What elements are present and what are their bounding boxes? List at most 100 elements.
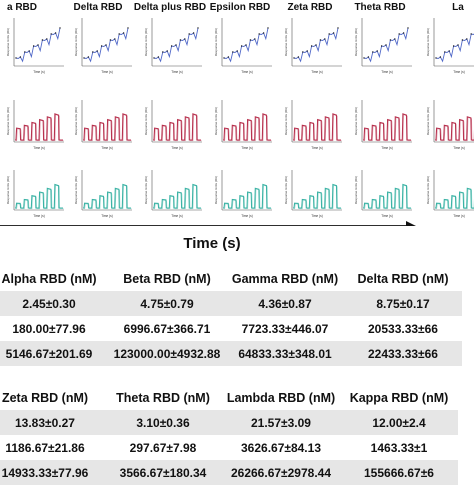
panel-xlabel: Time (s) <box>311 146 323 150</box>
sensorgram-point <box>192 32 195 34</box>
table-cell: 22433.33±66 <box>344 341 462 366</box>
panel-ylabel: Response Units (RU) <box>426 107 430 135</box>
panel-xlabel: Time (s) <box>453 214 465 218</box>
sensorgram-point <box>461 39 464 41</box>
sensorgram-point <box>319 39 322 41</box>
sensorgram-trace-middle <box>223 113 271 141</box>
table-1-header: Gamma RBD (nM) <box>231 271 339 286</box>
sensorgram-point <box>302 51 304 53</box>
table-1-header: Beta RBD (nM) <box>123 271 211 286</box>
sensorgram-point <box>310 45 313 47</box>
panel-xlabel: Time (s) <box>241 70 253 74</box>
panel-ylabel: Response Units (RU) <box>214 107 218 135</box>
panel-xlabel: Time (s) <box>241 146 253 150</box>
table-1-row: 2.45±0.30 4.75±0.79 4.36±0.87 8.75±0.17 <box>0 291 462 316</box>
panel-ylabel: Response Units (RU) <box>214 176 218 204</box>
panel-title: Theta RBD <box>354 2 405 13</box>
sensorgram-trace-middle <box>293 113 341 141</box>
sensorgram-point <box>100 45 103 47</box>
sensorgram-point <box>407 27 409 29</box>
sensorgram-point <box>32 45 35 47</box>
sensorgram-point <box>394 38 396 40</box>
table-cell: 13.83±0.27 <box>0 410 104 435</box>
sensorgram-panel-grid: a RBD Delta RBD Delta plus RBD Epsilon RBD Z… <box>0 0 474 226</box>
sensorgram-point <box>236 50 238 52</box>
sensorgram-svg: a RBD Delta RBD Delta plus RBD Epsilon RBD Z… <box>0 2 474 226</box>
table-2-header: Zeta RBD (nM) <box>1 390 89 405</box>
affinity-table-1: Alpha RBD (nM) Beta RBD (nM) Gamma RBD (… <box>0 266 462 366</box>
table-cell: 6996.67±366.71 <box>123 321 211 336</box>
sensorgram-point <box>127 27 129 29</box>
sensorgram-point <box>92 51 94 53</box>
panel-title: La <box>452 2 464 13</box>
sensorgram-fit-line <box>293 184 342 210</box>
sensorgram-point <box>363 57 365 59</box>
panel-xlabel: Time (s) <box>33 146 45 150</box>
sensorgram-point <box>37 44 39 46</box>
panel-xlabel: Time (s) <box>101 214 113 218</box>
table-cell: 3566.67±180.34 <box>104 460 222 485</box>
table-2-header: Kappa RBD (nM) <box>349 390 449 405</box>
panel-xlabel: Time (s) <box>33 214 45 218</box>
sensorgram-point <box>262 32 265 34</box>
panel-ylabel: Response Units (RU) <box>426 28 430 56</box>
sensorgram-point <box>157 56 160 58</box>
sensorgram-point <box>385 44 387 46</box>
panel-ylabel: Response Units (RU) <box>6 107 10 135</box>
panel-ylabel: Response Units (RU) <box>6 176 10 204</box>
sensorgram-point <box>332 32 335 34</box>
sensorgram-point <box>227 56 230 58</box>
table-cell: 26266.67±2978.44 <box>222 460 340 485</box>
sensorgram-fit-line <box>223 184 272 210</box>
panel-xlabel: Time (s) <box>171 70 183 74</box>
sensorgram-point <box>50 33 52 35</box>
panel-title: a RBD <box>7 2 37 13</box>
sensorgram-point <box>367 56 370 58</box>
table-cell: 4.36±0.87 <box>226 291 344 316</box>
panel-xlabel: Time (s) <box>101 70 113 74</box>
table-cell: 8.75±0.17 <box>344 291 462 316</box>
sensorgram-point <box>293 57 295 59</box>
sensorgram-point <box>162 51 164 53</box>
sensorgram-point <box>59 27 61 29</box>
panel-xlabel: Time (s) <box>381 146 393 150</box>
table-cell: 14933.33±77.96 <box>0 460 104 485</box>
sensorgram-point <box>435 57 437 59</box>
sensorgram-point <box>28 50 30 52</box>
sensorgram-point <box>114 38 116 40</box>
sensorgram-point <box>245 44 247 46</box>
table-cell: 1463.33±1 <box>370 440 428 455</box>
table-cell: 155666.67±6 <box>340 460 458 485</box>
table-cell: 64833.33±348.01 <box>226 341 344 366</box>
sensorgram-point <box>122 32 125 34</box>
panel-ylabel: Response Units (RU) <box>284 28 288 56</box>
panel-xlabel: Time (s) <box>33 70 45 74</box>
panel-ylabel: Response Units (RU) <box>284 176 288 204</box>
panel-xlabel: Time (s) <box>241 214 253 218</box>
sensorgram-point <box>41 39 44 41</box>
sensorgram-fit-line <box>15 114 64 142</box>
sensorgram-point <box>297 56 300 58</box>
table-2-row: 13.83±0.27 3.10±0.36 21.57±3.09 12.00±2.… <box>0 410 458 435</box>
sensorgram-point <box>188 33 190 35</box>
table-2-row: 14933.33±77.96 3566.67±180.34 26266.67±2… <box>0 460 458 485</box>
time-axis-label-text: Time (s) <box>183 235 241 252</box>
sensorgram-point <box>376 50 378 52</box>
panel-title: Zeta RBD <box>287 2 332 13</box>
sensorgram-fit-line <box>153 114 202 142</box>
sensorgram-point <box>315 44 317 46</box>
panel-ylabel: Response Units (RU) <box>74 28 78 56</box>
table-1-header-row: Alpha RBD (nM) Beta RBD (nM) Gamma RBD (… <box>0 266 462 291</box>
time-axis-label: Time (s) <box>0 235 474 252</box>
table-cell: 3626.67±84.13 <box>241 440 321 455</box>
panel-ylabel: Response Units (RU) <box>144 107 148 135</box>
sensorgram-point <box>258 33 260 35</box>
sensorgram-trace-middle <box>15 113 63 141</box>
panel-xlabel: Time (s) <box>171 146 183 150</box>
panel-ylabel: Response Units (RU) <box>6 28 10 56</box>
panel-ylabel: Response Units (RU) <box>214 28 218 56</box>
panel-xlabel: Time (s) <box>311 70 323 74</box>
sensorgram-fit-line <box>83 114 132 142</box>
table-2-header: Theta RBD (nM) <box>116 390 210 405</box>
panel-ylabel: Response Units (RU) <box>144 176 148 204</box>
